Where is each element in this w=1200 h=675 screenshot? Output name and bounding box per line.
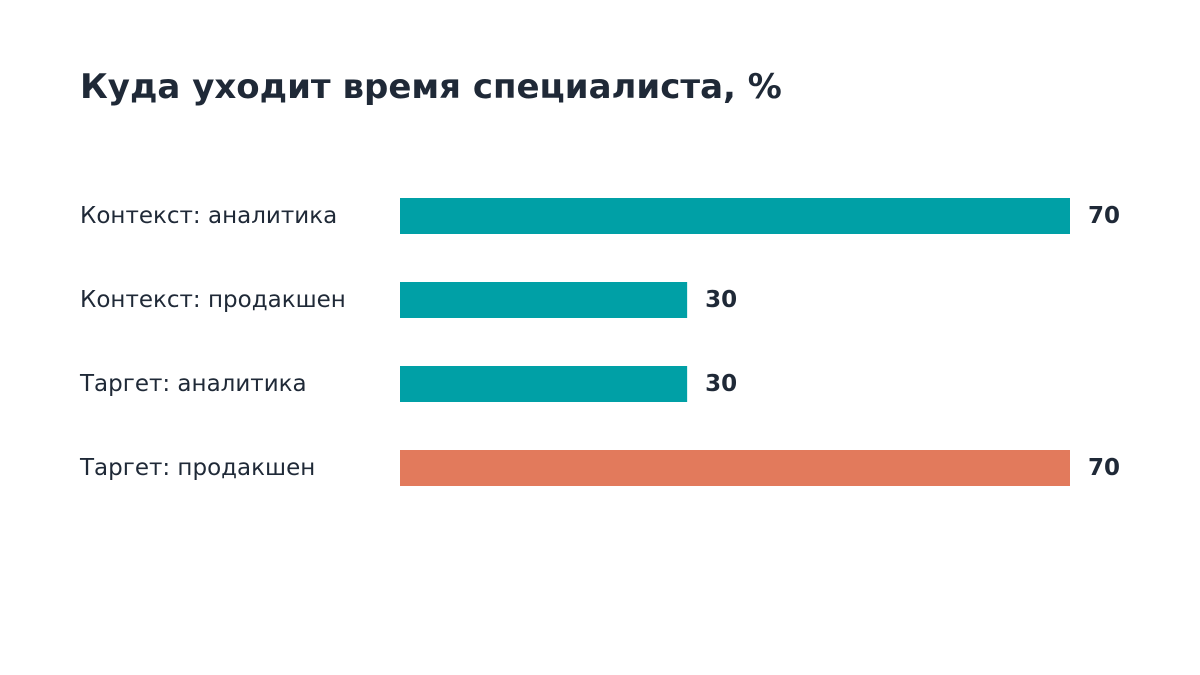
chart-title: Куда уходит время специалиста, %	[80, 67, 782, 107]
value-label: 70	[1088, 455, 1120, 481]
bar	[400, 450, 1070, 486]
category-label: Контекст: аналитика	[80, 203, 337, 229]
category-label: Таргет: аналитика	[79, 371, 307, 397]
category-label: Таргет: продакшен	[79, 455, 315, 481]
value-label: 70	[1088, 203, 1120, 229]
bar	[400, 198, 1070, 234]
category-label: Контекст: продакшен	[80, 287, 346, 313]
bar	[400, 366, 688, 402]
bar	[400, 282, 688, 318]
value-label: 30	[705, 371, 737, 397]
value-label: 30	[705, 287, 737, 313]
